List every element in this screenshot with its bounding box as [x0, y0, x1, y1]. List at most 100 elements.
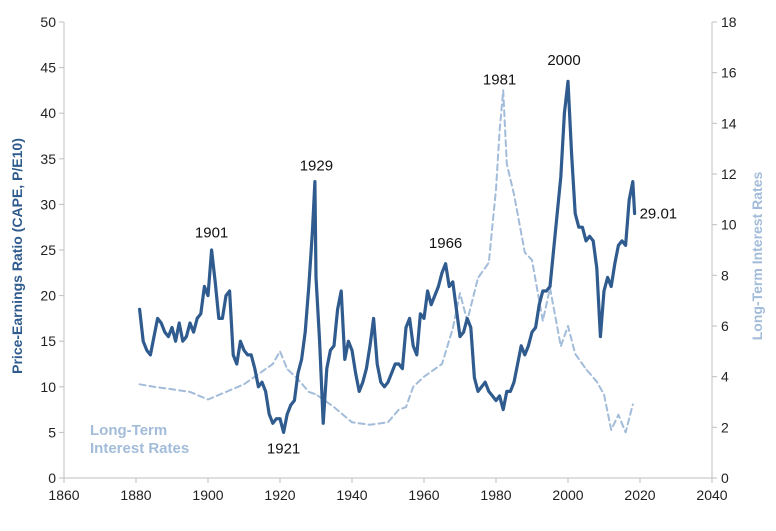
data-point-cape — [610, 285, 612, 288]
data-point-cape — [200, 313, 202, 315]
data-point-cape — [513, 381, 515, 383]
data-point-cape — [265, 390, 267, 392]
data-point-cape — [419, 313, 421, 315]
data-point-cape — [531, 331, 533, 333]
data-point-cape — [441, 272, 443, 274]
data-point-cape — [578, 226, 580, 228]
data-point-cape — [308, 285, 310, 288]
data-point-cape — [218, 317, 220, 319]
rates-label-line-2: Interest Rates — [90, 440, 189, 457]
data-point-interest-rate — [369, 424, 371, 426]
y-tick-label-left: 0 — [48, 470, 56, 486]
data-point-interest-rate — [398, 409, 400, 411]
data-point-cape — [326, 367, 328, 370]
data-point-interest-rate — [333, 406, 335, 408]
data-point-cape — [358, 390, 360, 392]
data-point-cape — [509, 390, 511, 392]
data-point-cape — [634, 212, 636, 215]
annotation-label: 1921 — [267, 440, 300, 457]
data-point-interest-rate — [603, 393, 605, 395]
data-point-cape — [517, 363, 519, 365]
data-point-cape — [416, 354, 418, 356]
data-point-cape — [185, 336, 187, 338]
data-point-cape — [160, 322, 162, 324]
data-point-cape — [236, 363, 238, 365]
data-point-cape — [301, 358, 303, 361]
data-point-cape — [542, 290, 544, 292]
data-point-cape — [553, 249, 555, 251]
data-point-cape — [405, 326, 407, 329]
data-point-cape — [225, 295, 227, 297]
data-point-interest-rate — [441, 363, 443, 365]
data-point-cape — [171, 326, 173, 329]
data-point-cape — [239, 340, 241, 342]
data-point-cape — [560, 176, 562, 178]
data-point-cape — [203, 285, 205, 288]
data-point-cape — [304, 331, 306, 333]
data-point-cape — [625, 244, 627, 247]
data-point-cape — [157, 317, 159, 319]
data-point-interest-rate — [632, 403, 634, 406]
data-point-cape — [527, 345, 530, 347]
data-point-cape — [477, 390, 479, 392]
data-point-interest-rate — [513, 193, 515, 195]
series-layer — [138, 79, 637, 434]
data-point-interest-rate — [189, 391, 191, 393]
axes: 1860 1880 1900 1920 1940 1960 1980 2000 2020 2040… — [40, 14, 736, 503]
data-point-cape — [232, 354, 234, 356]
data-point-cape — [466, 317, 468, 319]
data-point-interest-rate — [506, 163, 508, 165]
data-point-cape — [463, 331, 465, 333]
data-point-cape — [538, 304, 540, 306]
data-point-cape — [437, 285, 439, 288]
data-point-cape — [351, 349, 353, 351]
data-point-cape — [535, 326, 537, 329]
data-point-cape — [290, 404, 292, 406]
data-point-interest-rate — [560, 345, 562, 347]
data-point-cape — [387, 381, 389, 383]
data-point-interest-rate — [225, 391, 227, 393]
annotation-label: 29.01 — [640, 206, 678, 223]
x-tick-label: 1920 — [264, 487, 295, 503]
y-tick-label-right: 8 — [721, 267, 729, 283]
data-point-cape — [254, 367, 256, 370]
data-point-interest-rate — [261, 371, 263, 373]
data-point-interest-rate — [171, 388, 173, 390]
data-point-interest-rate — [286, 368, 288, 370]
data-point-cape — [614, 263, 616, 265]
data-point-cape — [383, 386, 385, 388]
annotations: 1901 1929 1921 1966 1981 2000 29.01 — [195, 52, 677, 458]
data-point-interest-rate — [617, 414, 620, 416]
data-point-cape — [283, 431, 285, 433]
data-point-interest-rate — [351, 421, 353, 423]
y-tick-label-left: 25 — [40, 242, 56, 258]
y-axis-title-left: Price-Earnings Ratio (CAPE, P/E10) — [9, 138, 25, 374]
data-point-cape — [221, 317, 223, 319]
data-point-cape — [344, 358, 346, 361]
data-point-cape — [473, 377, 475, 379]
data-point-cape — [193, 331, 195, 333]
data-point-interest-rate — [387, 421, 389, 423]
data-point-cape — [314, 181, 316, 183]
y-tick-label-left: 45 — [40, 60, 56, 76]
data-point-cape — [329, 349, 331, 351]
data-point-interest-rate — [423, 376, 425, 378]
data-point-cape — [632, 181, 634, 183]
data-point-cape — [369, 345, 371, 347]
data-point-cape — [448, 285, 450, 288]
data-point-cape — [603, 290, 605, 292]
data-point-cape — [506, 390, 508, 392]
data-point-cape — [596, 267, 598, 269]
data-point-cape — [279, 418, 281, 420]
data-point-cape — [272, 422, 274, 424]
data-point-interest-rate — [308, 391, 310, 393]
y-tick-label-right: 12 — [721, 166, 737, 182]
data-point-interest-rate — [272, 363, 274, 365]
data-point-cape — [452, 281, 454, 283]
data-point-cape — [373, 317, 375, 319]
y-tick-label-right: 0 — [721, 470, 729, 486]
data-point-cape — [333, 345, 335, 347]
data-point-cape — [470, 326, 472, 329]
data-point-cape — [581, 226, 584, 228]
y-tick-label-right: 18 — [721, 14, 737, 30]
